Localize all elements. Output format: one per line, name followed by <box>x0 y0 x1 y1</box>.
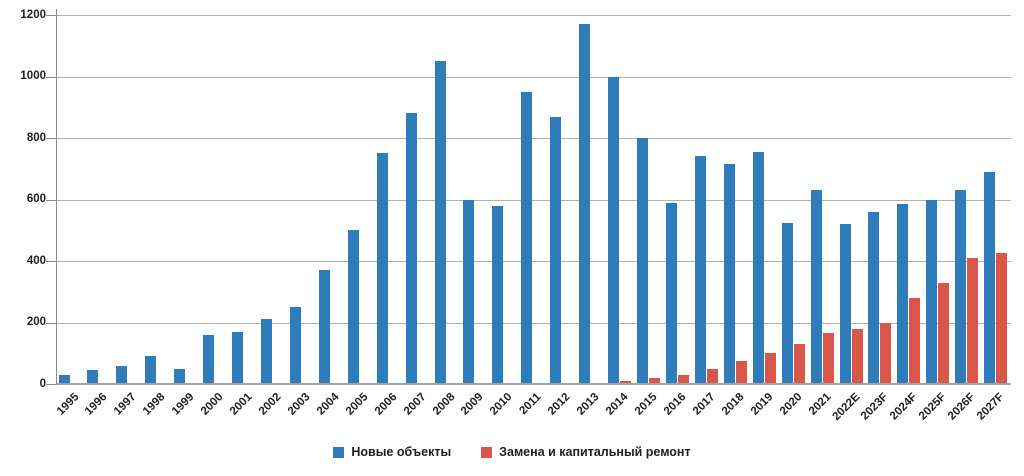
bar-2006-new <box>376 153 388 384</box>
bar-2025F-new <box>926 199 938 384</box>
bar-2020-new <box>781 222 793 384</box>
y-axis-label: 1000 <box>20 70 46 82</box>
bar-2002-new <box>261 319 272 384</box>
bar-2014-repair <box>620 380 632 384</box>
bar-2027F-repair <box>996 253 1008 384</box>
gridline <box>56 76 1011 78</box>
bar-2008-new <box>434 61 446 384</box>
y-axis-label: 600 <box>26 193 46 205</box>
bar-2011-new <box>521 91 533 384</box>
bar-2014-new <box>608 76 620 384</box>
bar-2023F-new <box>868 211 880 384</box>
bar-2017-repair <box>706 368 718 384</box>
bar-2018-repair <box>735 360 747 384</box>
legend-swatch-replacement-repair <box>481 446 493 458</box>
bar-2023F-repair <box>880 322 892 384</box>
bar-2015-new <box>637 138 648 384</box>
y-axis-tick <box>46 322 57 324</box>
y-axis-label: 1200 <box>20 8 46 21</box>
gridline <box>56 138 1011 139</box>
bar-1995-new <box>58 374 70 384</box>
bar-2021-repair <box>822 333 834 384</box>
bar-2016-new <box>665 202 677 384</box>
bar-2019-repair <box>764 353 776 385</box>
bar-2024F-repair <box>909 297 921 384</box>
y-axis-tick <box>46 76 57 78</box>
bar-2019-new <box>752 151 764 384</box>
legend-swatch-new-objects <box>333 446 345 458</box>
bar-2026F-new <box>955 190 967 384</box>
bar-2012-new <box>550 116 562 384</box>
bar-2022E-repair <box>851 328 863 384</box>
bar-2017-new <box>694 156 706 384</box>
bar-2016-repair <box>677 374 689 384</box>
bar-2009-new <box>463 199 475 384</box>
y-axis-label: 0 <box>39 377 46 390</box>
y-axis-tick <box>46 15 57 16</box>
bar-1996-new <box>87 370 99 384</box>
bar-1998-new <box>145 356 157 384</box>
gridline <box>56 15 1011 16</box>
bar-1997-new <box>116 365 128 384</box>
bar-2026F-repair <box>967 257 979 384</box>
y-axis-tick <box>46 384 57 385</box>
y-axis-label: 800 <box>26 131 46 144</box>
legend: Новые объекты Замена и капитальный ремон… <box>0 445 1024 459</box>
legend-label-replacement-repair: Замена и капитальный ремонт <box>499 445 691 459</box>
y-axis-tick <box>46 261 57 262</box>
gridline <box>56 322 1011 324</box>
bar-2025F-repair <box>938 282 950 384</box>
bar-2003-new <box>289 307 301 384</box>
legend-label-new-objects: Новые объекты <box>351 445 452 459</box>
bar-2021-new <box>810 190 822 384</box>
y-axis-label: 200 <box>26 316 46 328</box>
bar-2022E-new <box>839 224 851 384</box>
bar-2000-new <box>203 334 215 384</box>
bar-2007-new <box>405 113 417 384</box>
y-axis-tick <box>46 199 57 201</box>
y-axis-tick <box>46 138 57 139</box>
legend-item-new-objects: Новые объекты <box>333 445 451 459</box>
bar-2010-new <box>492 205 504 384</box>
bar-2024F-new <box>897 204 909 384</box>
gridline <box>56 261 1011 262</box>
gridline <box>56 199 1011 201</box>
bar-2027F-new <box>984 171 996 384</box>
bar-1999-new <box>174 368 186 384</box>
y-axis-label: 400 <box>26 254 46 267</box>
bar-2001-new <box>232 331 243 384</box>
bar-2004-new <box>318 270 330 384</box>
legend-item-replacement-repair: Замена и капитальный ремонт <box>481 445 691 459</box>
bar-2020-repair <box>793 344 805 384</box>
x-axis-line <box>56 383 1011 385</box>
y-axis-line <box>56 9 57 385</box>
bar-2018-new <box>723 164 735 384</box>
bar-2005-new <box>347 230 359 385</box>
bar-2015-repair <box>649 377 660 384</box>
bar-2013-new <box>579 24 591 384</box>
